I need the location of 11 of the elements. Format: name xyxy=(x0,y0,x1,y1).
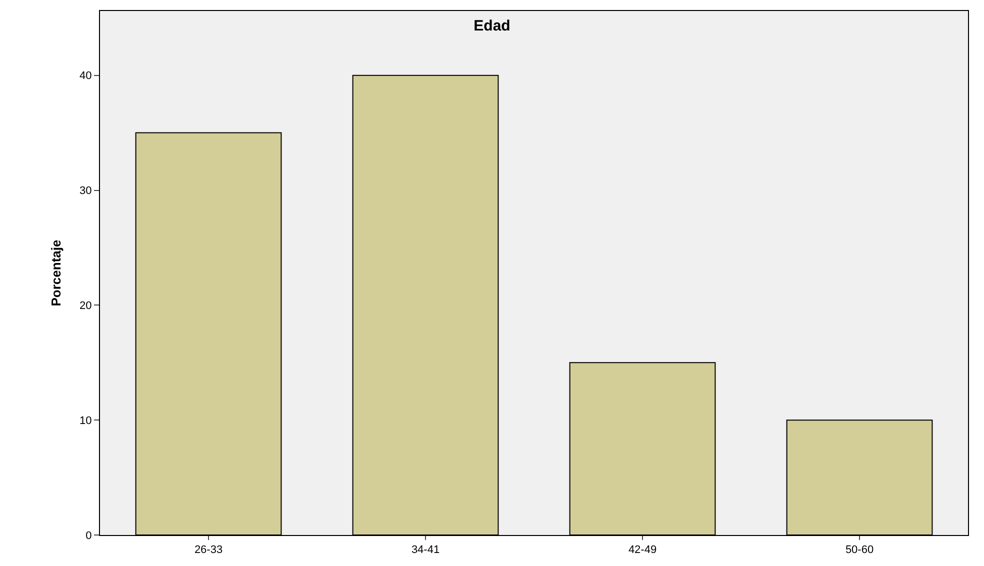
x-tick-label: 50-60 xyxy=(845,544,874,556)
x-tick-label: 26-33 xyxy=(194,544,223,556)
x-tick-label: 34-41 xyxy=(411,544,440,556)
x-tick-label: 42-49 xyxy=(628,544,657,556)
y-axis-title: Porcentaje xyxy=(48,240,64,306)
y-tick-label: 20 xyxy=(80,300,92,312)
y-tick-label: 40 xyxy=(80,70,92,82)
y-tick-label: 10 xyxy=(80,414,92,427)
y-tick-label: 0 xyxy=(86,530,92,542)
chart-title: Edad xyxy=(474,17,510,34)
y-tick-label: 30 xyxy=(80,185,92,198)
